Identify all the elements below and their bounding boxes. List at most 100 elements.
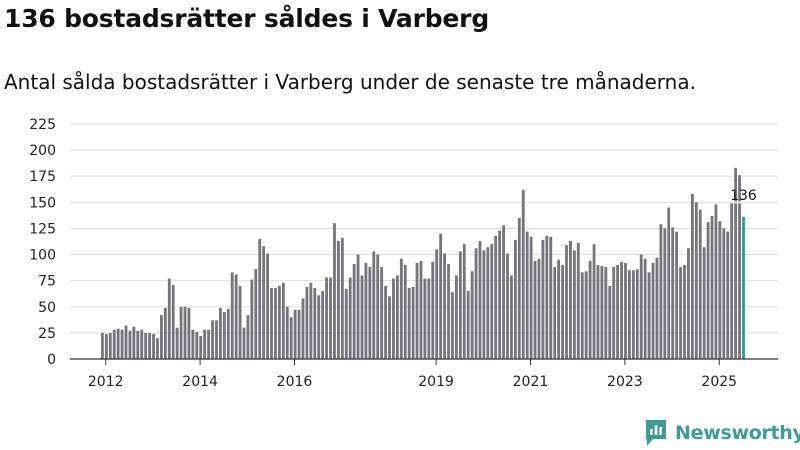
bar	[663, 228, 667, 359]
bar	[112, 329, 116, 359]
bar	[482, 250, 486, 359]
bar	[675, 231, 679, 359]
y-tick-label: 200	[29, 143, 56, 159]
bar	[376, 254, 380, 359]
bar	[211, 320, 214, 359]
y-tick-label: 0	[47, 352, 56, 368]
bar	[553, 267, 557, 359]
bar	[281, 282, 285, 359]
x-tick-label: 2012	[88, 374, 124, 390]
bar	[549, 236, 553, 359]
bar	[336, 240, 340, 359]
bar	[694, 202, 698, 359]
bar	[120, 329, 124, 359]
y-tick-label: 150	[29, 195, 56, 211]
bar	[171, 284, 175, 359]
bar	[321, 291, 325, 359]
bar	[643, 258, 647, 359]
bar	[254, 269, 258, 359]
newsworthy-logo-icon	[646, 420, 666, 446]
bar	[352, 263, 356, 359]
bar	[388, 296, 391, 359]
bar	[262, 246, 266, 359]
bar	[580, 272, 584, 359]
bar	[738, 203, 741, 359]
bar	[431, 261, 435, 359]
bar	[592, 244, 596, 359]
bar	[620, 261, 623, 359]
bar	[510, 275, 513, 359]
bar	[187, 307, 191, 359]
bar	[726, 231, 730, 359]
bar	[152, 333, 155, 359]
bar	[140, 329, 144, 359]
bar	[238, 285, 242, 359]
bar	[439, 233, 443, 359]
x-tick-label: 2014	[182, 374, 218, 390]
bar	[628, 270, 631, 359]
bar	[195, 331, 199, 359]
bar	[226, 308, 230, 359]
bar	[687, 248, 690, 359]
bar	[458, 251, 462, 359]
bar	[148, 332, 152, 359]
bar	[647, 272, 651, 359]
bar	[128, 330, 132, 359]
bar	[277, 285, 281, 359]
bar	[403, 265, 407, 359]
bar	[584, 271, 588, 359]
bar	[718, 221, 722, 359]
bar	[368, 267, 372, 359]
bar	[293, 309, 297, 359]
y-tick-label: 25	[38, 326, 56, 342]
bar	[124, 325, 128, 359]
bar	[317, 295, 321, 359]
bar	[333, 223, 336, 359]
bar	[451, 292, 454, 359]
bar	[392, 278, 395, 359]
bar	[631, 270, 635, 359]
bar	[698, 209, 702, 359]
bar	[399, 258, 403, 359]
annotations: 136	[730, 188, 757, 204]
bar	[624, 262, 627, 359]
bar	[407, 287, 411, 359]
bar	[635, 269, 639, 359]
bar	[569, 240, 572, 359]
bar	[167, 278, 171, 359]
bar	[683, 265, 686, 359]
bar	[557, 259, 561, 359]
bar	[215, 320, 218, 359]
bar	[537, 258, 541, 359]
bar	[203, 329, 207, 359]
bar	[513, 239, 517, 359]
bar	[710, 215, 714, 359]
bar	[714, 204, 718, 359]
x-tick-label: 2019	[418, 374, 454, 390]
bar	[266, 253, 270, 359]
bar	[329, 277, 332, 359]
bar	[608, 285, 612, 359]
bar	[506, 253, 509, 359]
bar	[612, 267, 616, 359]
bar	[529, 236, 533, 359]
bar	[447, 263, 450, 359]
bar	[427, 278, 431, 359]
x-tick-label: 2023	[607, 374, 643, 390]
bar	[541, 239, 545, 359]
brand-logo[interactable]: Newsworthy	[644, 419, 800, 447]
bar	[360, 275, 364, 359]
bar	[419, 260, 423, 359]
bar	[104, 333, 108, 359]
x-tick-label: 2025	[701, 374, 737, 390]
bar	[309, 282, 313, 359]
bar	[730, 203, 734, 359]
brand-name: Newsworthy	[675, 422, 800, 444]
bar	[364, 262, 368, 359]
y-tick-label: 175	[29, 169, 56, 185]
bar	[411, 286, 415, 359]
bar	[490, 244, 494, 359]
bar	[521, 189, 525, 359]
x-tick-label: 2016	[277, 374, 313, 390]
